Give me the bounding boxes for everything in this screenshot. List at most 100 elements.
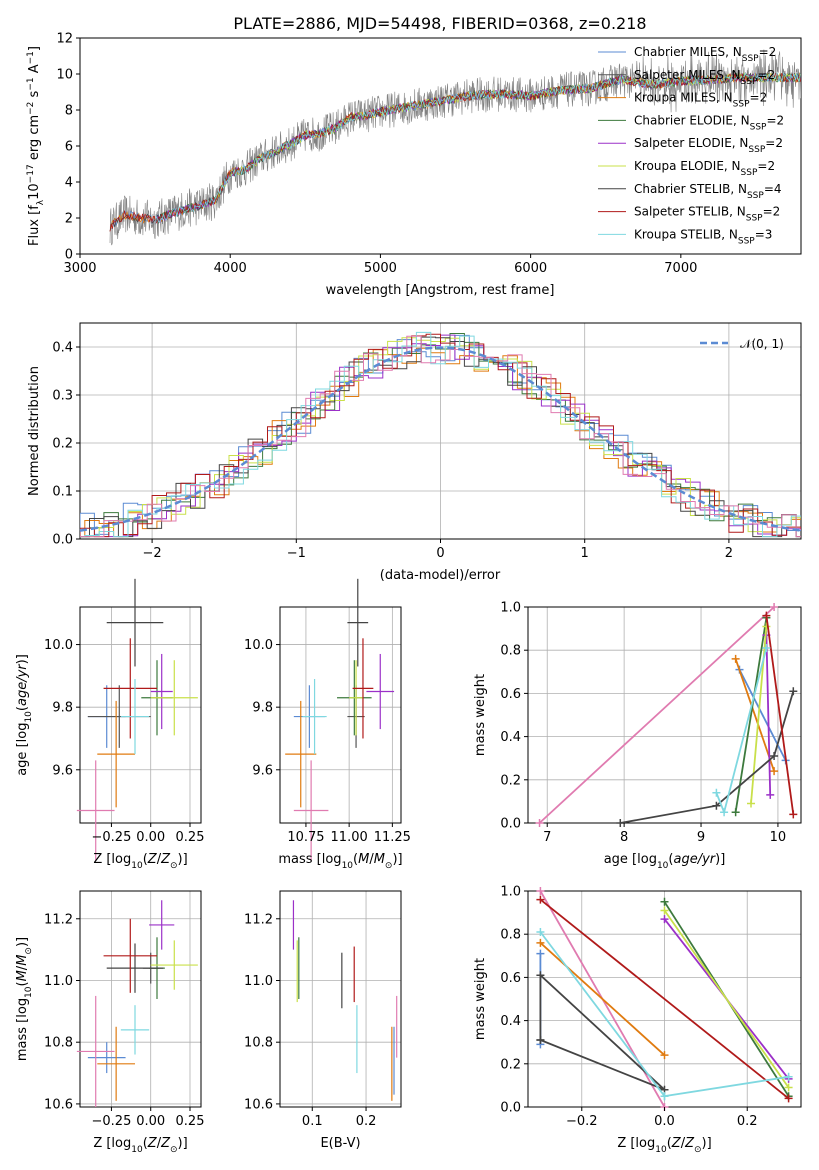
- mass-vs-ebv-y-tick-label: 11.2: [244, 912, 273, 927]
- age-vs-mass-x-axis-label: mass [log10(M/M⊙)]: [278, 852, 402, 871]
- histogram-step-line: [80, 337, 801, 538]
- histogram-y-tick-label: 0.2: [52, 437, 73, 452]
- mass-vs-ebv-y-tick-label: 10.6: [244, 1097, 273, 1112]
- mass-weight-point: [789, 810, 798, 819]
- mass-weight-point: [770, 767, 779, 776]
- histogram-y-tick-label: 0.4: [52, 341, 73, 356]
- weight-vs-z-y-tick-label: 0.4: [500, 1014, 521, 1029]
- age-vs-mass-x-tick-label: 11.25: [374, 830, 411, 845]
- weight-vs-age-y-tick-label: 0.4: [500, 730, 521, 745]
- mass-weight-point: [660, 906, 669, 915]
- spectrum-y-tick-label: 4: [65, 176, 73, 191]
- age-vs-mass-y-tick-label: 9.8: [252, 701, 273, 716]
- histogram-step-line: [80, 335, 801, 538]
- weight-vs-age-x-axis-label: age [log10(age/yr)]: [604, 852, 726, 871]
- mass-weight-point: [536, 895, 545, 904]
- age-vs-z-x-axis-label: Z [log10(Z/Z⊙)]: [93, 852, 187, 871]
- histogram-step-line: [80, 331, 801, 538]
- mass-vs-ebv-frame: [279, 890, 402, 1108]
- mass-vs-ebv-x-axis-label: E(B-V): [320, 1136, 360, 1151]
- mass-weight-series-line: [663, 909, 790, 1089]
- weight-vs-age-y-tick-label: 0.8: [500, 644, 521, 659]
- age-vs-z-x-tick-label: 0.00: [136, 830, 165, 845]
- histogram-x-tick-label: 2: [725, 546, 733, 561]
- legend-entry: Chabrier ELODIE, NSSP=2: [634, 113, 784, 132]
- mass-weight-point: [784, 1072, 793, 1081]
- mass-weight-point: [712, 801, 721, 810]
- histogram-axes: [79, 322, 802, 540]
- legend-entry: Chabrier STELIB, NSSP=4: [634, 182, 782, 201]
- spectrum-y-tick-label: 10: [56, 68, 73, 83]
- mass-vs-ebv-y-tick-label: 11.0: [244, 974, 273, 989]
- mass-vs-ebv-axes: [279, 890, 402, 1108]
- mass-weight-point: [616, 819, 625, 827]
- histogram-step-line: [80, 347, 801, 538]
- histogram-step-line: [80, 336, 801, 538]
- mass-vs-z-y-tick-label: 11.2: [44, 912, 73, 927]
- age-vs-z-y-tick-label: 9.6: [52, 763, 73, 778]
- mass-weight-point: [784, 1094, 793, 1103]
- age-vs-z-y-axis-label: age [log10(age/yr)]: [15, 654, 34, 776]
- legend-entry: Kroupa STELIB, NSSP=3: [634, 227, 772, 246]
- spectrum-x-tick-label: 7000: [664, 261, 697, 276]
- weight-vs-z-y-axis-label: mass weight: [473, 958, 488, 1040]
- weight-vs-age-x-tick-label: 9: [697, 830, 705, 845]
- mass-weight-point: [660, 915, 669, 924]
- mass-vs-z-y-tick-label: 10.6: [44, 1097, 73, 1112]
- histogram-y-tick-label: 0.1: [52, 485, 73, 500]
- weight-vs-age-y-tick-label: 0.0: [500, 817, 521, 832]
- spectrum-y-tick-label: 6: [65, 140, 73, 155]
- age-vs-mass-axes: [279, 606, 402, 824]
- mass-weight-point: [712, 788, 721, 797]
- weight-vs-age-frame: [527, 606, 802, 824]
- mass-weight-series-line: [765, 635, 772, 795]
- weight-vs-z-x-tick-label: 0.2: [737, 1114, 758, 1129]
- age-vs-mass-y-tick-label: 10.0: [244, 638, 273, 653]
- histogram-step-line: [80, 333, 801, 538]
- histogram-x-tick-label: −1: [287, 546, 306, 561]
- mass-vs-z-x-tick-label: 0.00: [136, 1114, 165, 1129]
- weight-vs-z-x-tick-label: −0.2: [566, 1114, 598, 1129]
- mass-vs-z-x-axis-label: Z [log10(Z/Z⊙)]: [93, 1136, 187, 1155]
- weight-vs-z-y-tick-label: 0.6: [500, 971, 521, 986]
- age-vs-z-frame: [79, 606, 202, 824]
- mass-weight-point: [747, 799, 756, 808]
- mass-vs-ebv-x-tick-label: 0.1: [302, 1114, 323, 1129]
- histogram-x-tick-label: −2: [143, 546, 162, 561]
- mass-weight-point: [660, 897, 669, 906]
- age-vs-mass-x-tick-label: 10.75: [287, 830, 324, 845]
- weight-vs-age-x-tick-label: 10: [770, 830, 787, 845]
- mass-weight-series-line: [539, 973, 666, 1091]
- histogram-y-tick-label: 0.3: [52, 389, 73, 404]
- histogram-y-tick-label: 0.0: [52, 533, 73, 548]
- mass-vs-z-frame: [79, 890, 202, 1108]
- histogram-x-tick-label: 1: [581, 546, 589, 561]
- spectrum-y-tick-label: 0: [65, 248, 73, 263]
- mass-vs-ebv-y-tick-label: 10.8: [244, 1036, 273, 1051]
- mass-weight-point: [766, 790, 775, 799]
- mass-weight-point: [770, 752, 779, 761]
- age-vs-z-x-tick-label: 0.25: [176, 830, 205, 845]
- mass-vs-z-y-axis-label: mass [log10(M/M⊙)]: [15, 937, 34, 1061]
- mass-vs-z-y-tick-label: 10.8: [44, 1036, 73, 1051]
- weight-vs-age-axes: [527, 606, 802, 824]
- mass-weight-point: [535, 819, 544, 827]
- spectrum-model-line: [154, 72, 801, 225]
- legend-entry: Kroupa MILES, NSSP=2: [634, 91, 767, 110]
- age-vs-mass-frame: [279, 606, 402, 824]
- weight-vs-age-y-axis-label: mass weight: [473, 674, 488, 756]
- histogram-x-axis-label: (data-model)/error: [380, 568, 501, 583]
- spectrum-y-axis-label: Flux [fλ10−17 erg cm−2 s−1 A−1]: [26, 46, 46, 246]
- spectrum-y-tick-label: 12: [56, 32, 73, 47]
- spectrum-title: PLATE=2886, MJD=54498, FIBERID=0368, z=0…: [233, 14, 646, 33]
- spectrum-y-tick-label: 2: [65, 212, 73, 227]
- mass-weight-series-line: [620, 690, 795, 824]
- mass-weight-point: [536, 1036, 545, 1045]
- age-vs-z-x-tick-label: −0.25: [92, 830, 132, 845]
- weight-vs-age-y-tick-label: 0.6: [500, 687, 521, 702]
- weight-vs-z-y-tick-label: 1.0: [500, 885, 521, 900]
- mass-vs-z-x-tick-label: 0.25: [176, 1114, 205, 1129]
- legend-entry: 𝒩(0, 1): [740, 337, 784, 351]
- mass-weight-point: [660, 1092, 669, 1101]
